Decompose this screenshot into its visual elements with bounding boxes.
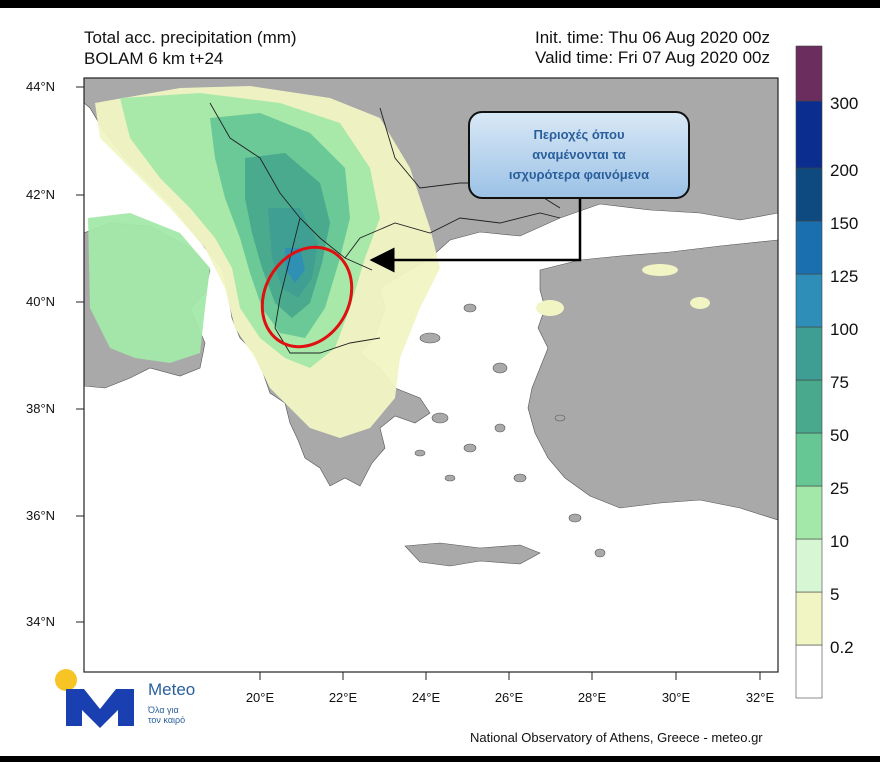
logo-tagline-1: Όλα για [148,705,179,715]
legend-label-50: 50 [830,426,849,445]
lat-label-42: 42°N [26,187,56,202]
init-time: Init. time: Thu 06 Aug 2020 00z [534,28,770,47]
legend-swatch-2 [795,538,823,593]
forecast-map-page: Total acc. precipitation (mm) BOLAM 6 km… [0,8,880,756]
precipitation-map [55,45,823,728]
lon-label-32: 32°E [745,690,775,705]
annotation-callout: Περιοχές όπου αναμένονται τα ισχυρότερα … [468,111,690,199]
map-title: Total acc. precipitation (mm) [84,28,297,47]
lon-label-30: 30°E [661,690,691,705]
lon-label-24: 24°E [411,690,441,705]
legend-label-5: 5 [830,585,840,604]
legend-label-75: 75 [830,373,849,392]
legend-swatch-9 [795,167,823,222]
valid-time: Valid time: Fri 07 Aug 2020 00z [535,48,770,67]
legend-swatch-7 [795,273,823,328]
legend-colorbar [795,45,823,699]
annotation-text: Περιοχές όπου αναμένονται τα ισχυρότερα … [508,127,650,182]
crete-island [404,542,541,567]
logo-name: Meteo [148,680,196,699]
annotation-arrow [369,199,582,273]
legend-swatch-10 [795,100,823,169]
legend-swatch-5 [795,379,823,434]
legend-swatch-1 [795,591,823,646]
legend-label-10: 10 [830,532,849,551]
legend-label-25: 25 [830,479,849,498]
logo-tagline-2: τον καιρό [148,715,186,725]
legend-swatch-8 [795,220,823,275]
legend-swatch-6 [795,326,823,381]
legend-label-125: 125 [830,267,859,286]
legend-swatch-3 [795,485,823,540]
lat-label-36: 36°N [26,508,56,523]
sun-icon [55,669,77,691]
legend-label-0.2: 0.2 [830,638,854,657]
lat-label-44: 44°N [26,79,56,94]
lon-label-22: 22°E [328,690,358,705]
legend-label-100: 100 [830,320,859,339]
legend-swatch-0 [795,644,823,699]
lat-label-40: 40°N [26,294,56,309]
lon-label-26: 26°E [494,690,524,705]
legend-swatch-11 [795,45,823,102]
legend-swatch-4 [795,432,823,487]
legend-label-300: 300 [830,94,859,113]
legend-label-150: 150 [830,214,859,233]
meteo-logo [55,669,134,728]
m-logo-icon [66,689,134,728]
map-frame [83,77,779,673]
lat-label-38: 38°N [26,401,56,416]
anatolia-landmass [527,239,778,521]
footer-credit: National Observatory of Athens, Greece -… [470,730,763,745]
lon-label-20: 20°E [245,690,275,705]
axis-ticks [76,86,761,680]
model-run: BOLAM 6 km t+24 [84,49,224,68]
lon-label-28: 28°E [577,690,607,705]
aegean-islands [414,303,606,558]
focus-area-ellipse [260,245,354,349]
legend-label-200: 200 [830,161,859,180]
lat-label-34: 34°N [26,614,56,629]
